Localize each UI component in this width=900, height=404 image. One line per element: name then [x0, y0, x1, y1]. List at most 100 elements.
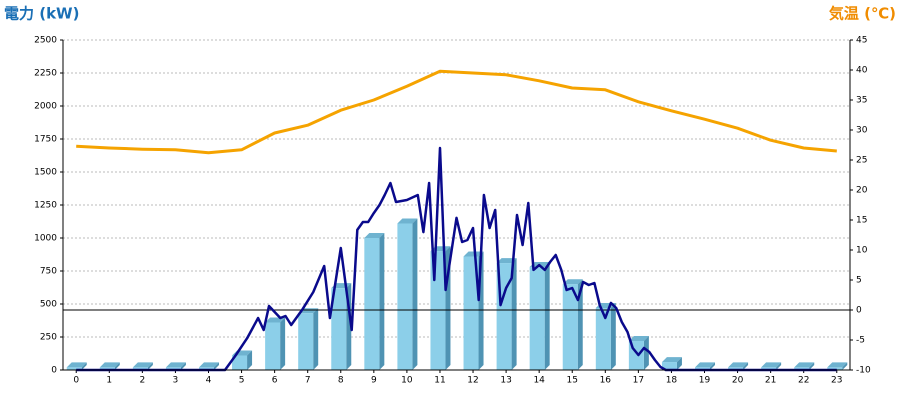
bar: [132, 362, 153, 370]
y-tick-label: 2250: [34, 69, 57, 79]
bar-side: [313, 308, 319, 370]
bar-front: [728, 367, 744, 370]
bar-side: [809, 362, 815, 370]
y2-tick-label: 45: [856, 36, 867, 46]
x-tick-label: 7: [305, 376, 311, 386]
bar-front: [562, 284, 578, 370]
bar-top: [397, 218, 418, 224]
x-tick-label: 9: [371, 376, 377, 386]
bar: [397, 218, 418, 370]
bar-top: [728, 362, 749, 368]
y2-tick-label: 10: [856, 246, 868, 256]
bar: [66, 362, 87, 370]
y-tick-label: 1750: [34, 135, 57, 145]
bar-side: [710, 362, 716, 370]
bar-top: [628, 335, 649, 341]
bar: [794, 362, 815, 370]
bar-top: [463, 251, 484, 257]
bar: [529, 262, 550, 370]
bar-side: [511, 258, 517, 370]
y-tick-label: 2000: [34, 102, 57, 112]
bar: [827, 362, 848, 370]
bar-side: [610, 302, 616, 370]
bar-side: [147, 362, 153, 370]
x-tick-label: 21: [765, 376, 776, 386]
y2-tick-label: 15: [856, 216, 867, 226]
x-tick-label: 11: [434, 376, 445, 386]
bar: [364, 233, 385, 370]
bar-side: [280, 317, 286, 370]
x-tick-label: 13: [500, 376, 511, 386]
y2-tick-label: 25: [856, 156, 867, 166]
y2-tick-label: 0: [856, 306, 862, 316]
x-tick-label: 6: [272, 376, 278, 386]
bar-top: [761, 362, 782, 368]
bar-front: [265, 322, 281, 370]
bar-side: [213, 362, 219, 370]
x-tick-label: 0: [73, 376, 79, 386]
y-tick-label: 1500: [34, 168, 57, 178]
bar-side: [643, 335, 649, 370]
x-tick-label: 8: [338, 376, 344, 386]
bar-front: [794, 367, 810, 370]
bar-side: [180, 362, 186, 370]
bar: [165, 362, 186, 370]
bar-top: [562, 279, 583, 285]
x-tick-label: 17: [633, 376, 644, 386]
y2-tick-label: 20: [856, 186, 868, 196]
bar-top: [496, 258, 517, 264]
bar: [661, 357, 682, 370]
x-tick-label: 15: [567, 376, 578, 386]
x-tick-label: 2: [139, 376, 145, 386]
bar-side: [247, 350, 253, 370]
bar-front: [331, 288, 347, 370]
bar-front: [463, 256, 479, 370]
bar: [198, 362, 219, 370]
bar-side: [544, 262, 550, 370]
bar: [695, 362, 716, 370]
bar-top: [132, 362, 153, 368]
bar-side: [676, 357, 682, 370]
y2-tick-label: 5: [856, 276, 862, 286]
line: [76, 146, 837, 372]
bar: [728, 362, 749, 370]
bar-top: [794, 362, 815, 368]
bar-front: [661, 362, 677, 370]
bar-front: [364, 238, 380, 370]
y-tick-label: 1000: [34, 234, 57, 244]
bar-front: [695, 367, 711, 370]
x-tick-label: 12: [467, 376, 478, 386]
y2-tick-label: -5: [856, 336, 865, 346]
bar-front: [761, 367, 777, 370]
bar-front: [165, 367, 181, 370]
x-tick-label: 16: [600, 376, 612, 386]
y2-axis-title: 気温 (℃): [829, 5, 896, 23]
line: [76, 69, 837, 155]
bar-front: [827, 367, 843, 370]
x-tick-label: 5: [239, 376, 245, 386]
bar-front: [298, 313, 314, 370]
y2-tick-label: 40: [856, 66, 868, 76]
bar-front: [529, 267, 545, 370]
bar-side: [379, 233, 385, 370]
y-tick-label: 250: [40, 333, 57, 343]
y-tick-label: 750: [40, 267, 57, 277]
y-axis-title: 電力 (kW): [4, 5, 79, 23]
bar-front: [232, 355, 248, 370]
bar: [265, 317, 286, 370]
bar-front: [66, 367, 82, 370]
x-tick-label: 18: [666, 376, 678, 386]
y-tick-label: 0: [51, 366, 57, 376]
bar-top: [198, 362, 219, 368]
bar-top: [827, 362, 848, 368]
bar-top: [66, 362, 87, 368]
x-tick-label: 3: [173, 376, 179, 386]
bar-front: [595, 307, 611, 370]
bar-side: [743, 362, 749, 370]
bar-top: [99, 362, 120, 368]
bar-side: [412, 218, 418, 370]
bar: [99, 362, 120, 370]
y-tick-label: 1250: [34, 201, 57, 211]
bar: [298, 308, 319, 370]
